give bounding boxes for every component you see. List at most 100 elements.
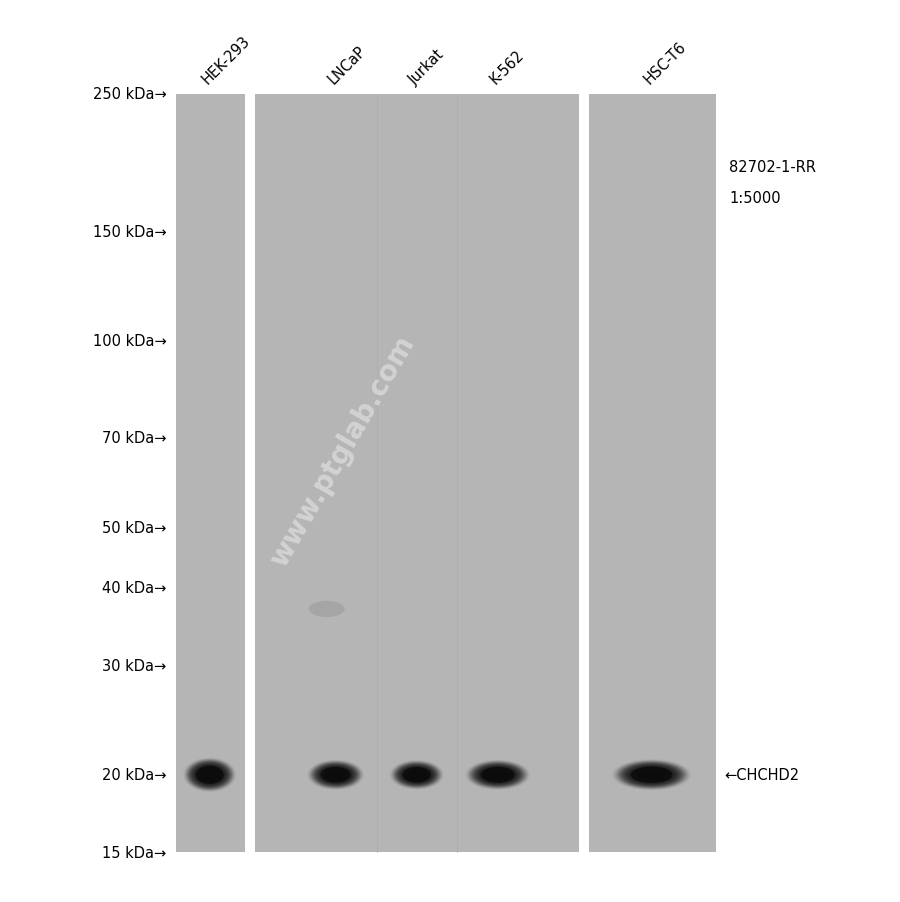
Ellipse shape	[399, 765, 435, 785]
Text: ←CHCHD2: ←CHCHD2	[724, 768, 799, 782]
Ellipse shape	[479, 766, 517, 784]
Ellipse shape	[316, 764, 356, 786]
Ellipse shape	[633, 768, 670, 782]
Ellipse shape	[621, 763, 682, 787]
Ellipse shape	[321, 768, 350, 783]
Ellipse shape	[630, 767, 673, 784]
Bar	[176, 95, 245, 852]
Ellipse shape	[624, 764, 680, 786]
Ellipse shape	[327, 770, 345, 779]
Ellipse shape	[634, 769, 669, 782]
Ellipse shape	[482, 768, 514, 783]
Ellipse shape	[326, 769, 346, 780]
Ellipse shape	[315, 764, 356, 786]
Ellipse shape	[185, 759, 234, 791]
Ellipse shape	[472, 762, 524, 787]
Text: Jurkat: Jurkat	[406, 47, 447, 87]
Text: 150 kDa→: 150 kDa→	[93, 225, 166, 240]
Ellipse shape	[318, 766, 354, 785]
Ellipse shape	[632, 767, 671, 783]
Ellipse shape	[617, 761, 686, 788]
Ellipse shape	[469, 761, 526, 788]
Ellipse shape	[189, 761, 230, 788]
Ellipse shape	[193, 764, 227, 787]
Text: K-562: K-562	[487, 48, 526, 87]
Text: www.ptglab.com: www.ptglab.com	[265, 331, 419, 571]
Ellipse shape	[613, 759, 690, 790]
Ellipse shape	[199, 769, 220, 782]
Ellipse shape	[627, 765, 676, 785]
Text: 100 kDa→: 100 kDa→	[93, 334, 166, 349]
Text: HEK-293: HEK-293	[199, 33, 253, 87]
Ellipse shape	[631, 767, 672, 783]
Ellipse shape	[320, 767, 351, 783]
Ellipse shape	[391, 760, 443, 789]
Text: 20 kDa→: 20 kDa→	[102, 768, 166, 782]
Ellipse shape	[488, 770, 508, 779]
Ellipse shape	[202, 769, 218, 780]
Ellipse shape	[392, 762, 441, 788]
Ellipse shape	[394, 763, 439, 787]
Ellipse shape	[190, 762, 230, 787]
Ellipse shape	[310, 761, 361, 788]
Ellipse shape	[407, 769, 427, 780]
Text: 30 kDa→: 30 kDa→	[103, 658, 166, 673]
Ellipse shape	[480, 767, 516, 783]
Ellipse shape	[402, 767, 431, 783]
Ellipse shape	[400, 767, 433, 784]
Bar	[589, 95, 716, 852]
Ellipse shape	[476, 765, 519, 785]
Ellipse shape	[312, 762, 359, 787]
Ellipse shape	[619, 762, 684, 787]
Ellipse shape	[467, 761, 528, 789]
Ellipse shape	[623, 763, 680, 787]
Ellipse shape	[317, 765, 355, 785]
Ellipse shape	[485, 769, 510, 781]
Ellipse shape	[311, 762, 360, 787]
Ellipse shape	[403, 768, 430, 782]
Ellipse shape	[392, 761, 442, 788]
Ellipse shape	[198, 768, 221, 782]
Ellipse shape	[486, 769, 509, 780]
Ellipse shape	[195, 766, 224, 785]
Text: 82702-1-RR: 82702-1-RR	[729, 160, 816, 174]
Ellipse shape	[320, 766, 352, 784]
Ellipse shape	[484, 769, 511, 781]
Text: 15 kDa→: 15 kDa→	[103, 845, 166, 860]
Ellipse shape	[396, 763, 437, 787]
Ellipse shape	[628, 766, 675, 784]
Bar	[255, 95, 579, 852]
Ellipse shape	[470, 762, 526, 787]
Text: 40 kDa→: 40 kDa→	[102, 581, 166, 595]
Ellipse shape	[196, 766, 223, 784]
Ellipse shape	[397, 764, 436, 786]
Ellipse shape	[478, 766, 518, 785]
Ellipse shape	[393, 762, 440, 787]
Text: 1:5000: 1:5000	[729, 191, 780, 206]
Text: HSC-T6: HSC-T6	[641, 40, 688, 87]
Ellipse shape	[406, 769, 428, 780]
Ellipse shape	[184, 759, 236, 792]
Ellipse shape	[194, 765, 225, 785]
Ellipse shape	[404, 768, 429, 782]
Ellipse shape	[196, 766, 223, 784]
Ellipse shape	[322, 768, 349, 782]
Ellipse shape	[482, 768, 513, 782]
Ellipse shape	[466, 760, 529, 789]
Ellipse shape	[402, 768, 431, 783]
Ellipse shape	[308, 760, 364, 789]
Ellipse shape	[400, 766, 434, 784]
Ellipse shape	[473, 764, 522, 786]
Ellipse shape	[409, 770, 425, 779]
Ellipse shape	[405, 769, 428, 781]
Ellipse shape	[309, 601, 345, 617]
Text: 250 kDa→: 250 kDa→	[93, 87, 166, 102]
Ellipse shape	[188, 761, 231, 789]
Ellipse shape	[320, 767, 351, 783]
Text: LNCaP: LNCaP	[325, 44, 369, 87]
Ellipse shape	[639, 770, 664, 780]
Ellipse shape	[616, 761, 687, 788]
Ellipse shape	[191, 763, 229, 787]
Ellipse shape	[323, 769, 348, 781]
Ellipse shape	[194, 764, 226, 786]
